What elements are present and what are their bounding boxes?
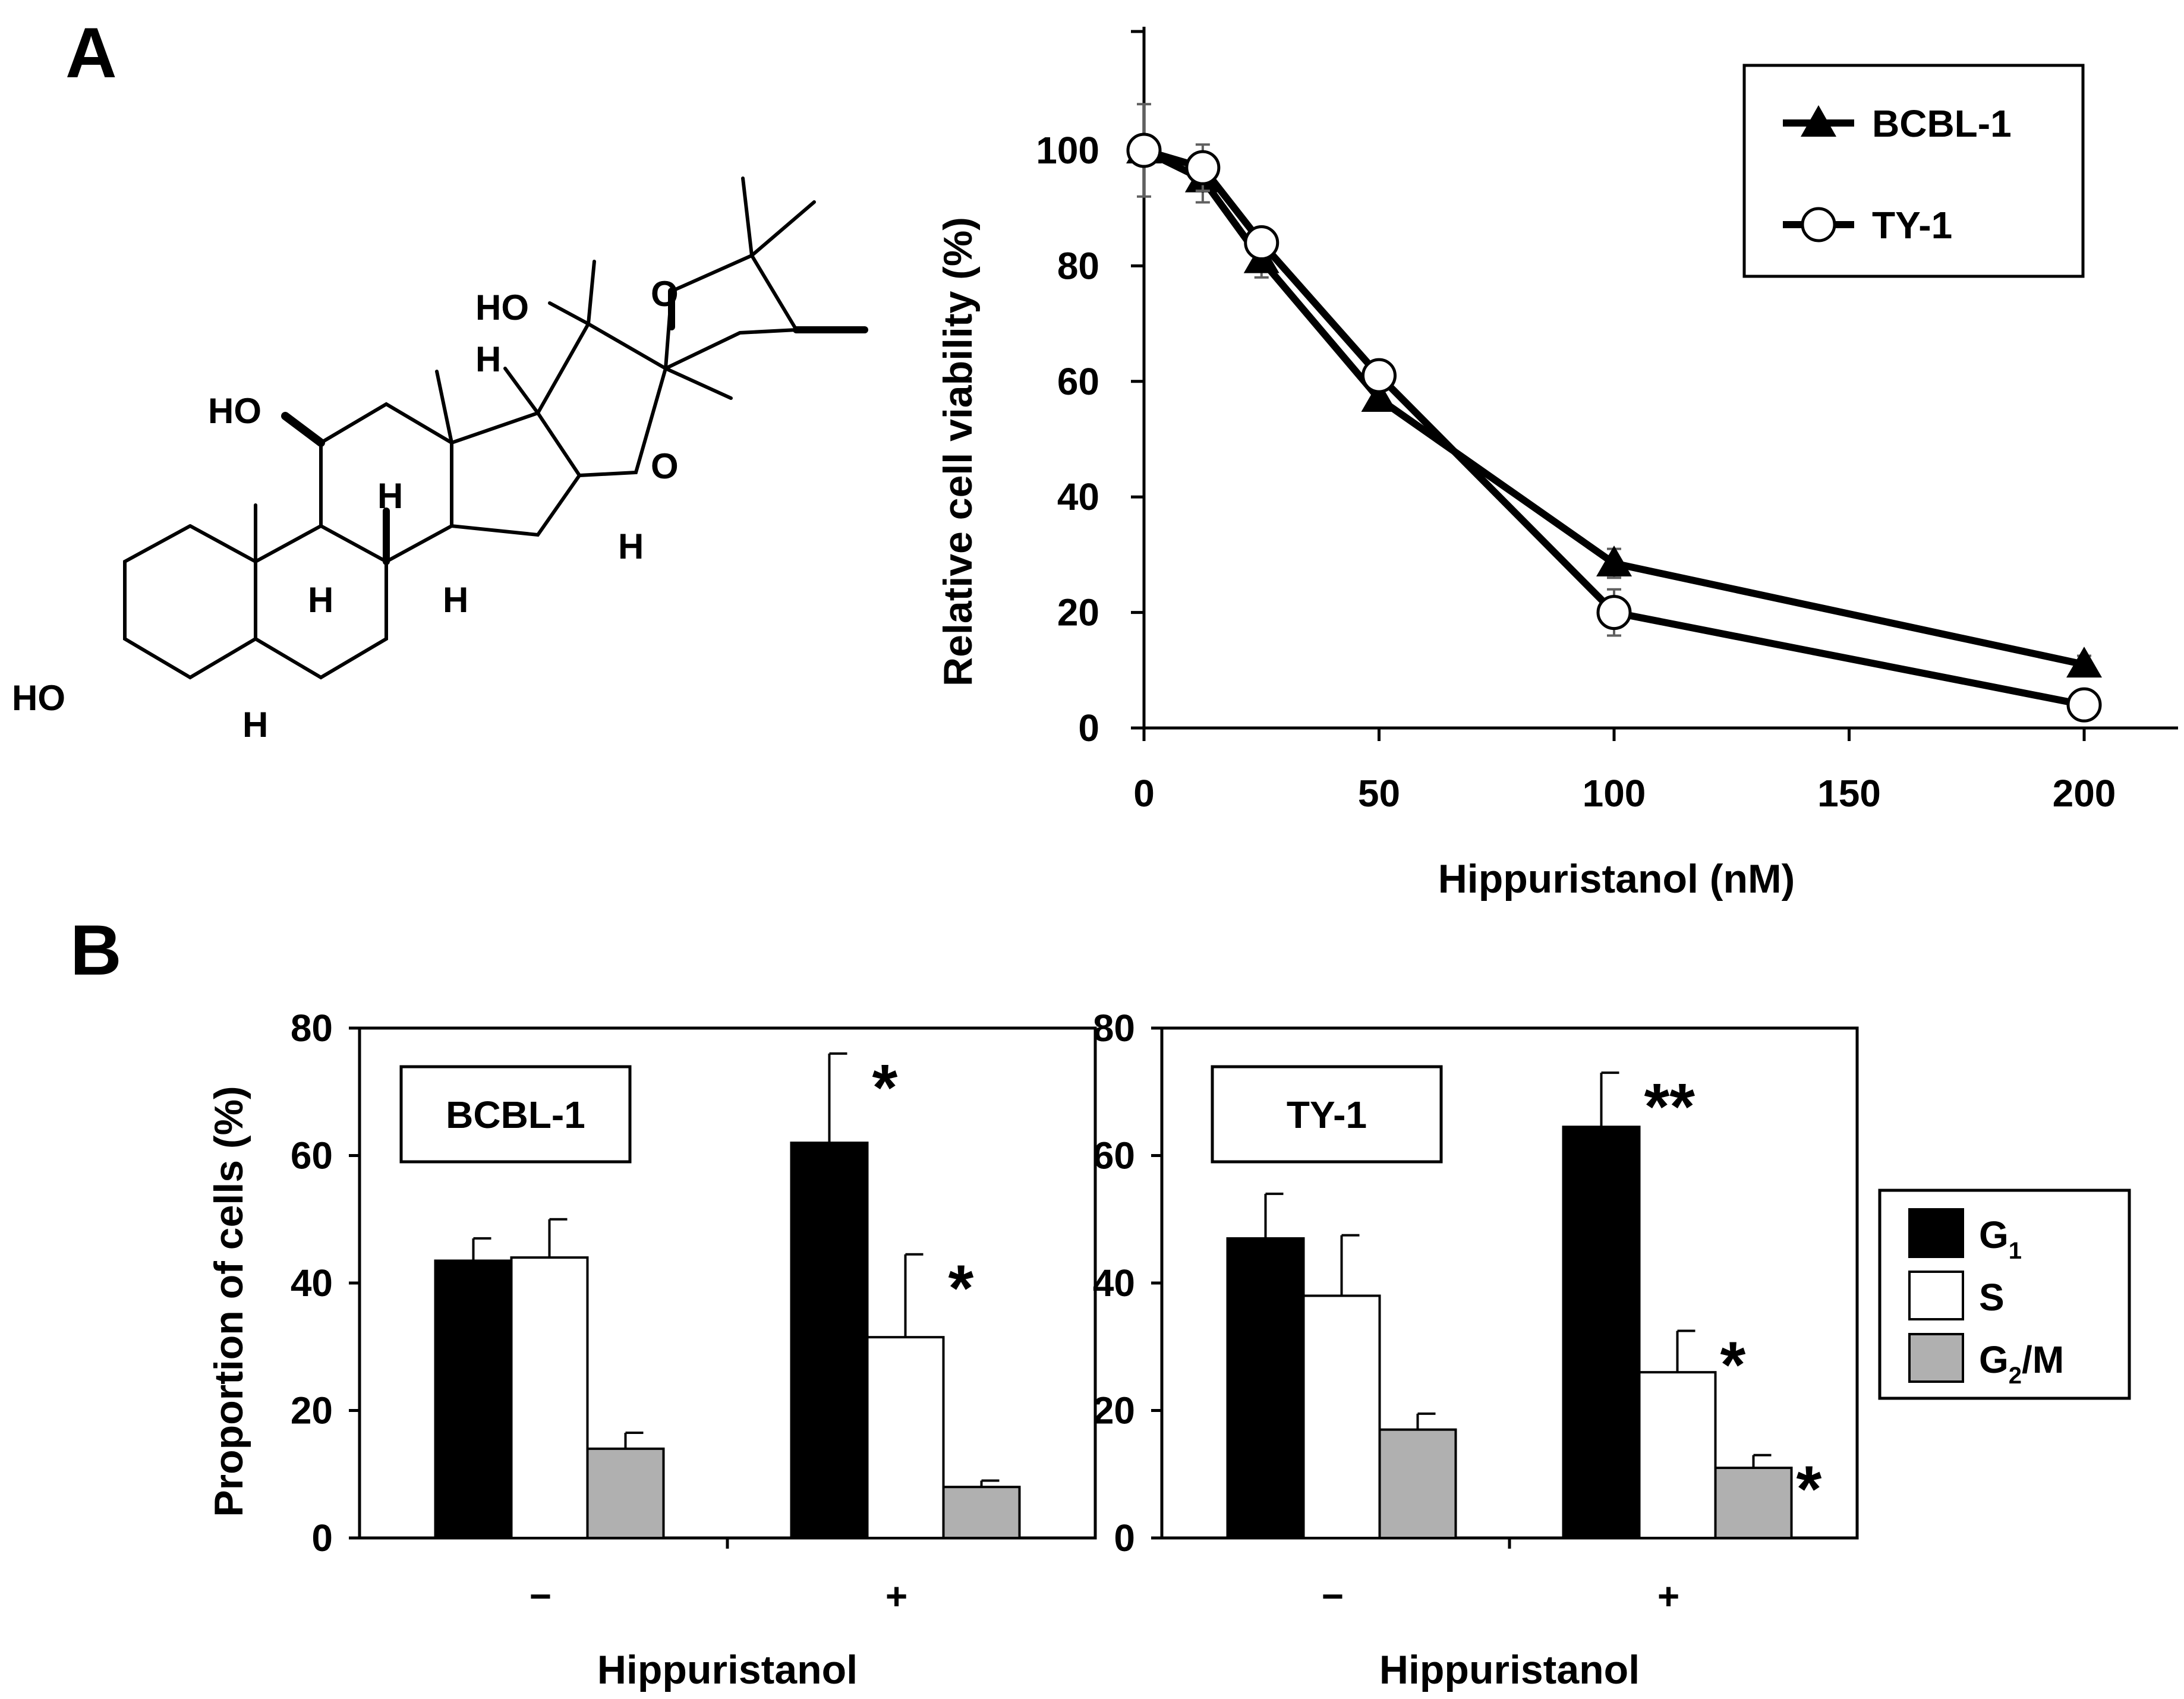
panel-label-a: A [65,13,117,93]
legend-s-swatch [1908,1271,1964,1320]
atom-h-9: H [308,580,333,620]
structure-atom-labels: HO HO HO H H H H H H O O [12,274,679,745]
atom-ho-11: HO [208,391,261,431]
significance-marker: * [1797,1453,1822,1526]
bar-s [1638,1371,1717,1539]
chart-label: TY-1 [1287,1093,1367,1136]
x-category-label: + [1657,1575,1679,1618]
data-point-ty-1 [2066,687,2102,723]
y-tick-label: 20 [1093,1389,1135,1432]
bcbl1-bar-chart: Proportion of cells (%) 0 20 40 60 80 BCBL-1 −… [206,1007,1097,1692]
x-category-label: − [1322,1575,1344,1618]
x-category-label: − [530,1575,551,1618]
hippuristanol-structure [123,176,868,680]
atom-h-5: H [242,705,268,745]
y-tick-label: 0 [1078,707,1099,749]
atom-ho-20: HO [475,288,529,327]
y-tick-label: 60 [291,1134,333,1177]
x-tick-label: 0 [1133,772,1155,815]
atom-h-8: H [377,476,403,516]
x-category-label: + [885,1575,907,1618]
line-chart-x-title: Hippuristanol (nM) [1438,856,1795,901]
data-point-ty-1 [1126,133,1162,168]
bar-g1 [1226,1237,1305,1540]
y-tick-label: 60 [1093,1134,1135,1177]
line-chart-y-title: Relative cell viability (%) [935,217,981,686]
atom-o-ring: O [651,446,679,486]
legend-ty1-marker [1801,207,1836,242]
legend-s-label: S [1979,1276,2005,1319]
atom-h-14: H [443,580,468,620]
significance-marker: ** [1644,1070,1695,1143]
chart-label-box [1211,1065,1443,1164]
bar-chart-x-title: Hippuristanol [597,1647,858,1692]
data-point-ty-1 [1596,595,1632,631]
bar-g2m [586,1447,665,1540]
chart-label-box [399,1065,632,1164]
x-tick-label: 100 [1583,772,1646,815]
atom-ho-3: HO [12,678,65,718]
legend-bcbl1-label: BCBL-1 [1872,102,2012,145]
data-point-bcbl-1 [1361,380,1397,412]
data-point-ty-1 [1244,225,1279,261]
y-tick-label: 20 [291,1389,333,1432]
data-point-ty-1 [1362,358,1397,393]
y-tick-label: 100 [1036,129,1099,172]
bar-g1 [434,1259,513,1539]
legend-g2m-swatch [1908,1333,1964,1383]
y-tick-label: 80 [291,1007,333,1049]
data-point-bcbl-1 [1596,545,1632,576]
bar-s [866,1336,945,1540]
y-tick-label: 0 [1114,1517,1135,1559]
y-tick-label: 0 [311,1517,333,1559]
y-tick-label: 80 [1093,1007,1135,1049]
legend-g2m-label: G2/M [1979,1338,2064,1389]
atom-o-spiro: O [651,274,679,314]
significance-marker: * [872,1051,898,1124]
bar-g1 [790,1142,869,1540]
significance-marker: * [948,1252,974,1325]
x-tick-label: 200 [2053,772,2116,815]
bar-g2m [942,1486,1021,1539]
viability-line-chart: 0 50 100 150 200 0 20 40 60 80 100 Hippuristanol (… [935,27,2178,901]
panel-label-b: B [70,910,122,990]
chart-label: BCBL-1 [446,1093,585,1136]
bar-chart-x-title: Hippuristanol [1379,1647,1640,1692]
y-tick-label: 40 [291,1262,333,1304]
significance-marker: * [1720,1328,1746,1401]
legend-bcbl1-marker [1801,105,1836,137]
bar-g1 [1562,1126,1641,1540]
bar-s [510,1256,589,1540]
legend-g1-swatch [1908,1208,1964,1258]
bar-s [1302,1294,1381,1539]
x-tick-label: 50 [1358,772,1400,815]
y-tick-label: 40 [1093,1262,1135,1304]
bar-g2m [1714,1467,1793,1539]
legend-ty1-label: TY-1 [1872,204,1952,247]
y-tick-label: 20 [1057,591,1099,634]
x-tick-label: 150 [1817,772,1881,815]
cell-cycle-legend: G1 S G2/M [1878,1189,2131,1400]
y-tick-label: 80 [1057,244,1099,287]
line-chart-legend: BCBL-1 TY-1 [1742,64,2085,278]
data-point-bcbl-1 [2066,647,2102,678]
y-tick-label: 60 [1057,360,1099,403]
data-point-ty-1 [1185,150,1221,185]
y-tick-label: 40 [1057,475,1099,518]
bar-chart-y-title: Proportion of cells (%) [206,1086,251,1517]
bar-g2m [1378,1428,1457,1540]
atom-h-17: H [475,339,501,379]
atom-h-16: H [618,527,644,566]
line-chart-legend-box [1742,64,2085,278]
legend-g1-label: G1 [1979,1213,2022,1264]
